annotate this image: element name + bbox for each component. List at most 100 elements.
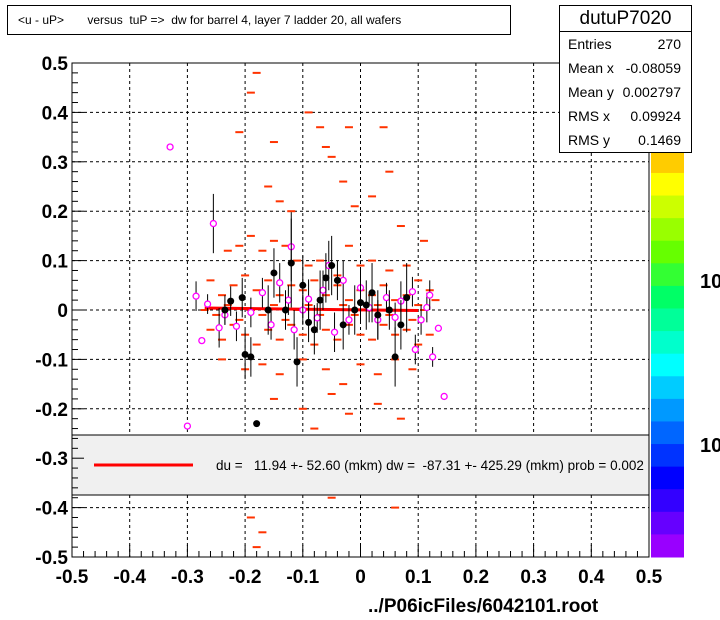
stats-label: RMS x bbox=[568, 108, 610, 124]
profile-point bbox=[397, 321, 405, 329]
hist-cell bbox=[304, 264, 313, 267]
hist-cell bbox=[218, 358, 227, 361]
profile-point bbox=[293, 358, 301, 366]
hist-cell bbox=[327, 496, 336, 499]
profile-point bbox=[270, 269, 278, 277]
profile-point bbox=[316, 296, 324, 304]
alt-point bbox=[232, 322, 241, 330]
hist-cell bbox=[206, 279, 215, 282]
palette-swatch bbox=[651, 398, 684, 422]
hist-cell bbox=[235, 131, 244, 134]
alt-point bbox=[209, 219, 218, 228]
x-tick-label: -0.4 bbox=[113, 567, 146, 588]
hist-cell bbox=[368, 338, 377, 341]
palette-swatch bbox=[651, 218, 684, 242]
alt-point bbox=[284, 296, 293, 304]
file-path: ../P06icFiles/6042101.root bbox=[368, 596, 599, 617]
hist-cell bbox=[235, 318, 244, 321]
hist-cell bbox=[241, 274, 250, 277]
hist-cell bbox=[218, 338, 227, 341]
alt-point bbox=[203, 300, 212, 308]
hist-cell bbox=[419, 239, 428, 242]
hist-cell bbox=[379, 284, 388, 287]
profile-point bbox=[281, 306, 289, 314]
profile-point bbox=[391, 353, 399, 361]
palette-swatch bbox=[651, 511, 684, 535]
hist-cell bbox=[356, 264, 365, 267]
hist-cell bbox=[269, 397, 278, 400]
hist-cell bbox=[414, 304, 423, 307]
hist-cell bbox=[344, 299, 353, 302]
alt-point bbox=[408, 288, 417, 296]
profile-point bbox=[227, 297, 235, 305]
stats-row-rms-y: RMS y 0.1469 bbox=[560, 128, 691, 152]
hist-cell bbox=[287, 210, 296, 213]
hist-cell bbox=[344, 126, 353, 129]
alt-point bbox=[192, 292, 200, 300]
palette-swatch bbox=[651, 376, 684, 400]
palette-swatch bbox=[651, 534, 684, 558]
alt-point bbox=[440, 392, 448, 401]
alt-point bbox=[258, 289, 267, 297]
x-tick-label: 0.4 bbox=[578, 567, 605, 588]
palette-swatch bbox=[651, 444, 684, 468]
profile-point bbox=[221, 306, 229, 314]
y-tick-label: -0.3 bbox=[35, 449, 68, 470]
stats-value: 0.1469 bbox=[638, 132, 681, 148]
y-tick-label: 0.2 bbox=[42, 202, 68, 223]
profile-point bbox=[339, 321, 347, 329]
palette-swatch bbox=[651, 285, 684, 309]
y-tick-label: 0.3 bbox=[42, 153, 68, 174]
palette-label: 10 bbox=[700, 271, 720, 293]
hist-cell bbox=[431, 299, 440, 302]
palette-swatch bbox=[651, 466, 684, 490]
alt-point bbox=[426, 291, 434, 299]
profile-point bbox=[238, 294, 246, 302]
hist-cell bbox=[246, 516, 255, 519]
hist-cell bbox=[408, 318, 417, 321]
hist-cell bbox=[356, 333, 365, 336]
fit-line bbox=[204, 306, 419, 312]
stats-box: dutuP7020 Entries 270 Mean x -0.08059 Me… bbox=[559, 5, 692, 153]
hist-cell bbox=[396, 225, 405, 228]
alt-point bbox=[198, 336, 206, 345]
hist-cell bbox=[316, 126, 325, 129]
hist-cell bbox=[246, 234, 255, 237]
hist-cell bbox=[321, 328, 330, 331]
palette-label: 10 bbox=[700, 435, 720, 457]
fit-line-segment bbox=[204, 306, 419, 312]
hist-cell bbox=[344, 244, 353, 247]
alt-point bbox=[276, 279, 284, 287]
y-tick-label: -0.1 bbox=[35, 350, 68, 371]
profile-point bbox=[362, 301, 370, 309]
stats-row-mean-y: Mean y 0.002797 bbox=[560, 80, 691, 104]
axes: -0.5 -0.4 -0.3 -0.2 -0.1 0 0.1 0.2 0.3 0.4 0.5 -0.5… bbox=[35, 54, 662, 588]
hist-cell bbox=[304, 111, 313, 114]
palette-swatch bbox=[651, 489, 684, 513]
hist-cell bbox=[275, 338, 284, 341]
hist-cell bbox=[356, 363, 365, 366]
alt-point bbox=[319, 286, 327, 294]
stats-label: Mean x bbox=[568, 60, 614, 76]
hist-cell bbox=[298, 358, 307, 361]
fit-legend: du = 11.94 +- 52.60 (mkm) dw = -87.31 +-… bbox=[71, 434, 650, 496]
hist-cell bbox=[275, 200, 284, 203]
hist-cell bbox=[385, 269, 394, 272]
palette-swatch bbox=[651, 331, 684, 355]
hist-cell bbox=[258, 531, 267, 534]
profile-point bbox=[287, 259, 295, 267]
profile-point bbox=[385, 306, 393, 314]
y-tick-label: 0 bbox=[57, 301, 68, 322]
hist-cell bbox=[373, 402, 382, 405]
hist-cell bbox=[206, 328, 215, 331]
hist-cell bbox=[321, 368, 330, 371]
hist-cell bbox=[391, 506, 400, 509]
hist-cell bbox=[258, 313, 267, 316]
hist-cell bbox=[287, 323, 296, 326]
x-tick-label: 0.3 bbox=[520, 567, 546, 588]
x-tick-label: 0.2 bbox=[463, 567, 489, 588]
hist-cell bbox=[223, 304, 232, 307]
y-tick-label: 0.5 bbox=[42, 54, 69, 75]
hist-cell bbox=[350, 205, 359, 208]
stats-row-rms-x: RMS x 0.09924 bbox=[560, 104, 691, 128]
